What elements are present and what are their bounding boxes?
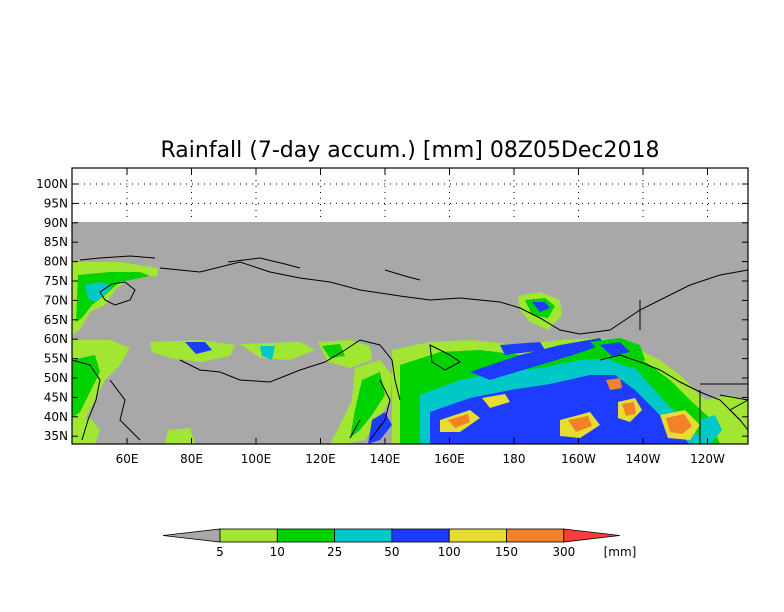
colorbar-level-label: 300 bbox=[552, 545, 575, 559]
colorbar: 5 10 25 50 100 150 300 [mm] bbox=[162, 528, 637, 559]
colorbar-level-label: 5 bbox=[216, 545, 224, 559]
lat-tick-label: 40N bbox=[44, 410, 68, 424]
map-title: Rainfall (7-day accum.) [mm] 08Z05Dec201… bbox=[160, 138, 659, 163]
lat-tick-label: 60N bbox=[44, 332, 68, 346]
map-frame bbox=[71, 167, 749, 445]
lon-tick-label: 120W bbox=[690, 452, 725, 466]
lat-tick-label: 75N bbox=[44, 274, 68, 288]
lon-tick-label: 80E bbox=[180, 452, 203, 466]
lon-tick-label: 100E bbox=[241, 452, 272, 466]
colorbar-segment bbox=[276, 528, 335, 543]
colorbar-segment bbox=[219, 528, 278, 543]
lat-tick-label: 95N bbox=[44, 196, 68, 210]
colorbar-level-label: 25 bbox=[327, 545, 342, 559]
lat-tick-label: 50N bbox=[44, 371, 68, 385]
lat-tick-label: 70N bbox=[44, 293, 68, 307]
colorbar-segment bbox=[506, 528, 565, 543]
lon-tick-label: 160E bbox=[434, 452, 465, 466]
colorbar-level-label: 10 bbox=[270, 545, 285, 559]
colorbar-above-triangle bbox=[563, 528, 620, 543]
lat-axis: 100N 95N 90N 85N 80N 75N 70N 65N 60N 55N 50N 45N 40N… bbox=[36, 177, 748, 443]
colorbar-level-label: 50 bbox=[384, 545, 399, 559]
lat-tick-label: 45N bbox=[44, 390, 68, 404]
colorbar-below-triangle bbox=[162, 528, 221, 543]
lat-tick-label: 35N bbox=[44, 429, 68, 443]
above-pole-region bbox=[72, 168, 748, 222]
lon-tick-label: 120E bbox=[305, 452, 336, 466]
colorbar-segment bbox=[391, 528, 450, 543]
colorbar-segment bbox=[448, 528, 507, 543]
map-panel bbox=[71, 167, 750, 445]
lat-tick-label: 90N bbox=[44, 216, 68, 230]
colorbar-unit-label: [mm] bbox=[604, 545, 637, 559]
colorbar-segment bbox=[334, 528, 393, 543]
lat-tick-label: 65N bbox=[44, 313, 68, 327]
colorbar-level-label: 100 bbox=[438, 545, 461, 559]
lon-tick-label: 140W bbox=[626, 452, 661, 466]
lat-tick-label: 85N bbox=[44, 235, 68, 249]
lat-tick-label: 80N bbox=[44, 255, 68, 269]
lon-tick-label: 60E bbox=[116, 452, 139, 466]
colorbar-level-label: 150 bbox=[495, 545, 518, 559]
lon-tick-label: 160W bbox=[561, 452, 596, 466]
lon-tick-label: 180 bbox=[503, 452, 526, 466]
rainfall-field bbox=[72, 262, 748, 444]
lat-tick-label: 55N bbox=[44, 352, 68, 366]
lon-axis: 60E 80E 100E 120E 140E 160E 180 160W 140W 120W bbox=[116, 168, 725, 466]
coastlines bbox=[71, 255, 750, 444]
lon-tick-label: 140E bbox=[370, 452, 401, 466]
lat-tick-label: 100N bbox=[36, 177, 68, 191]
no-data-band bbox=[72, 222, 748, 338]
